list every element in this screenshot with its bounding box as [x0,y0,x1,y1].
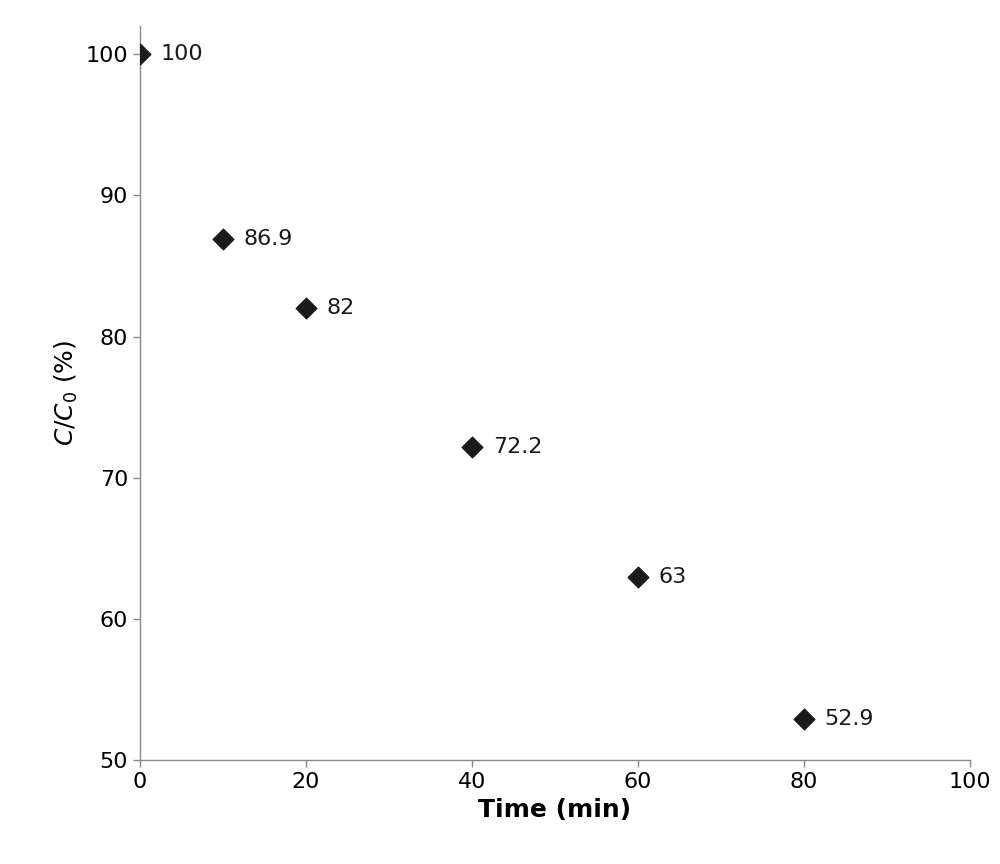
X-axis label: Time (min): Time (min) [478,797,632,822]
Point [464,440,480,454]
Text: 72.2: 72.2 [493,437,542,457]
Point [132,48,148,61]
Text: 100: 100 [161,44,203,64]
Text: 52.9: 52.9 [825,709,874,729]
Point [298,302,314,315]
Text: 63: 63 [659,567,687,587]
Point [796,713,812,727]
Text: 82: 82 [327,298,355,318]
Point [215,232,231,246]
Text: 86.9: 86.9 [244,229,293,249]
Point [630,570,646,584]
Y-axis label: $C/C_0$ (%): $C/C_0$ (%) [53,340,80,446]
